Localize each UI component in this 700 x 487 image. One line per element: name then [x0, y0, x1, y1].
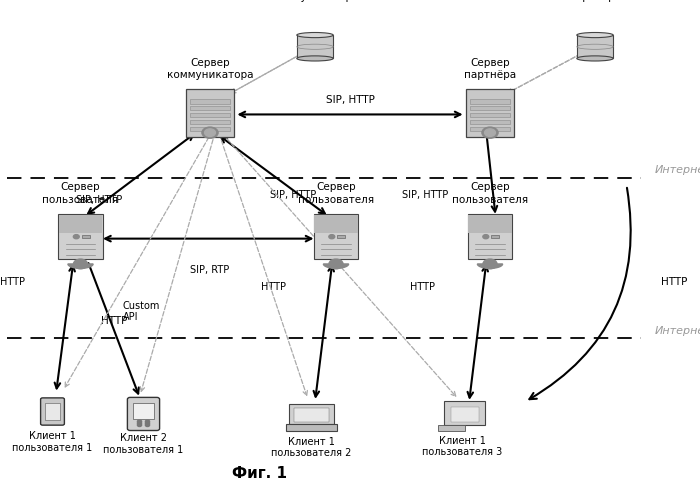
Text: Сервер
пользователя: Сервер пользователя — [452, 182, 528, 205]
FancyBboxPatch shape — [314, 214, 358, 259]
Polygon shape — [477, 264, 503, 268]
FancyBboxPatch shape — [190, 112, 230, 117]
FancyBboxPatch shape — [41, 398, 64, 425]
Circle shape — [137, 422, 141, 425]
Ellipse shape — [577, 33, 613, 37]
Circle shape — [202, 127, 218, 138]
Text: Клиент 1
пользователя 2: Клиент 1 пользователя 2 — [272, 437, 351, 458]
Circle shape — [137, 424, 141, 427]
FancyBboxPatch shape — [286, 424, 337, 431]
Text: HTTP: HTTP — [260, 282, 286, 292]
Circle shape — [74, 259, 88, 269]
FancyBboxPatch shape — [190, 120, 230, 124]
FancyBboxPatch shape — [45, 403, 60, 420]
FancyBboxPatch shape — [451, 407, 479, 422]
Circle shape — [146, 422, 150, 425]
Text: Custom
API: Custom API — [122, 301, 160, 322]
FancyBboxPatch shape — [190, 99, 230, 104]
Circle shape — [482, 127, 498, 138]
Polygon shape — [323, 264, 349, 268]
Ellipse shape — [297, 56, 333, 61]
FancyArrowPatch shape — [529, 188, 631, 399]
Circle shape — [146, 420, 150, 423]
Ellipse shape — [297, 33, 333, 37]
Text: SIP, HTTP: SIP, HTTP — [402, 189, 448, 200]
FancyBboxPatch shape — [468, 214, 512, 259]
Text: HTTP: HTTP — [102, 317, 128, 326]
FancyBboxPatch shape — [59, 215, 102, 233]
FancyBboxPatch shape — [468, 215, 512, 233]
FancyBboxPatch shape — [444, 401, 485, 425]
Text: Интернет: Интернет — [654, 326, 700, 336]
FancyBboxPatch shape — [82, 235, 90, 239]
FancyBboxPatch shape — [337, 235, 345, 239]
Circle shape — [483, 259, 497, 269]
Text: HTTP: HTTP — [0, 278, 25, 287]
FancyBboxPatch shape — [577, 35, 613, 58]
Text: Фиг. 1: Фиг. 1 — [232, 466, 286, 481]
Text: SIP, HTTP: SIP, HTTP — [326, 94, 374, 105]
Text: HTTP: HTTP — [662, 278, 688, 287]
FancyBboxPatch shape — [186, 89, 234, 137]
FancyBboxPatch shape — [314, 215, 358, 233]
Polygon shape — [68, 264, 93, 268]
Circle shape — [483, 235, 489, 239]
Text: Сервер
партнёра: Сервер партнёра — [464, 58, 516, 80]
Circle shape — [329, 259, 343, 269]
Text: Клиент 1
пользователя 3: Клиент 1 пользователя 3 — [422, 436, 502, 457]
FancyBboxPatch shape — [438, 425, 466, 431]
FancyBboxPatch shape — [294, 408, 329, 422]
Text: База данных
партнёра: База данных партнёра — [560, 0, 630, 2]
Text: Клиент 2
пользователя 1: Клиент 2 пользователя 1 — [104, 433, 183, 455]
Text: Сервер
коммуникатора: Сервер коммуникатора — [167, 58, 253, 80]
FancyBboxPatch shape — [58, 214, 103, 259]
Ellipse shape — [577, 56, 613, 61]
Text: Клиент 1
пользователя 1: Клиент 1 пользователя 1 — [13, 431, 92, 452]
Circle shape — [329, 235, 335, 239]
FancyBboxPatch shape — [289, 404, 334, 425]
FancyBboxPatch shape — [470, 112, 510, 117]
Text: Сервер
пользователя: Сервер пользователя — [298, 182, 374, 205]
FancyBboxPatch shape — [190, 106, 230, 111]
Circle shape — [146, 424, 150, 427]
Text: База данных
коммуникатора: База данных коммуникатора — [272, 0, 358, 2]
FancyBboxPatch shape — [470, 120, 510, 124]
FancyBboxPatch shape — [470, 127, 510, 131]
Text: SIP, HTTP: SIP, HTTP — [76, 195, 122, 205]
FancyBboxPatch shape — [190, 127, 230, 131]
Text: SIP, HTTP: SIP, HTTP — [270, 189, 316, 200]
FancyBboxPatch shape — [470, 99, 510, 104]
FancyBboxPatch shape — [127, 397, 160, 431]
FancyBboxPatch shape — [491, 235, 499, 239]
Circle shape — [204, 129, 216, 136]
Circle shape — [74, 235, 79, 239]
Circle shape — [484, 129, 496, 136]
FancyBboxPatch shape — [133, 403, 154, 419]
FancyBboxPatch shape — [297, 35, 333, 58]
Text: SIP, RTP: SIP, RTP — [190, 265, 230, 276]
Text: Сервер
пользователя: Сервер пользователя — [43, 182, 118, 205]
Circle shape — [137, 420, 141, 423]
Text: HTTP: HTTP — [410, 282, 435, 292]
Text: Интернет: Интернет — [654, 166, 700, 175]
FancyBboxPatch shape — [466, 89, 514, 137]
FancyBboxPatch shape — [470, 106, 510, 111]
